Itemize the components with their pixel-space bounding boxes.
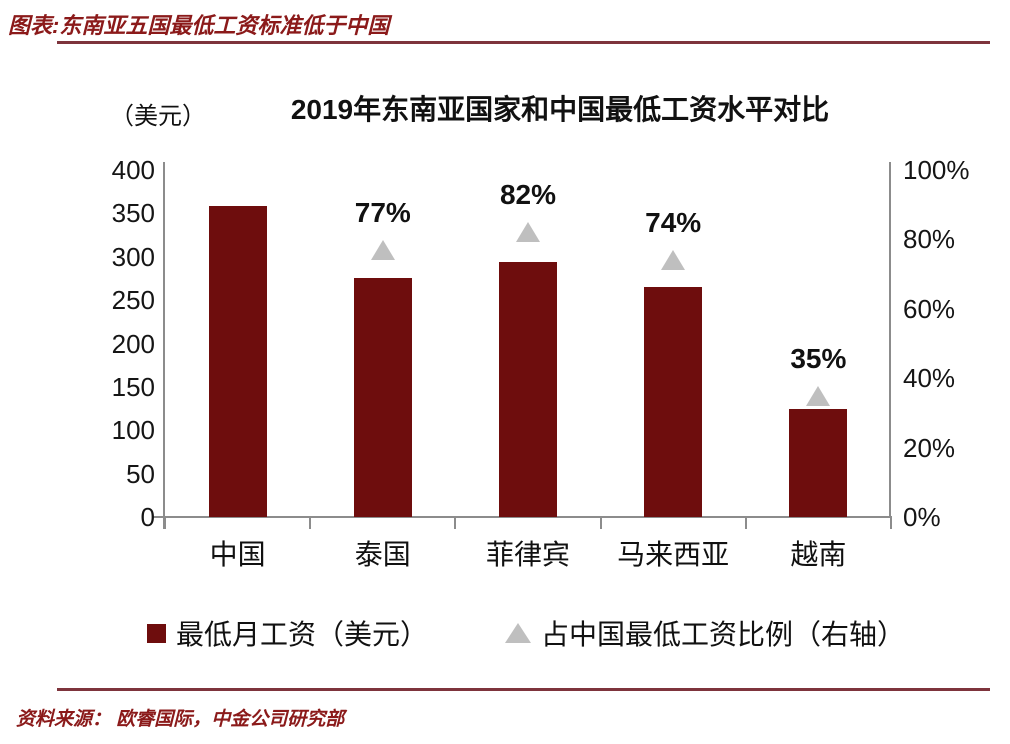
- left-axis-tick-label: 150: [111, 371, 155, 402]
- legend-label: 最低月工资（美元）: [176, 619, 429, 650]
- x-axis-tick: [599, 517, 602, 529]
- left-axis-tick-label: 250: [111, 285, 155, 316]
- right-axis-tick-label: 20%: [903, 432, 956, 463]
- right-axis-tick-label: 80%: [903, 224, 956, 255]
- square-icon: [147, 623, 166, 643]
- right-axis-tick-label: 60%: [903, 293, 956, 324]
- category-label: 菲律宾: [485, 539, 570, 570]
- category-label: 泰国: [354, 539, 411, 570]
- footer-rule-divider: [57, 688, 990, 691]
- x-axis-tick: [890, 517, 892, 529]
- legend-item-ratio: 占中国最低工资比例（右轴）: [505, 613, 905, 653]
- left-axis-tick-label: 300: [111, 241, 155, 272]
- right-axis-tick-label: 100%: [903, 155, 970, 185]
- footer-source-text: 资料来源： 欧睿国际，中金公司研究部: [16, 709, 345, 730]
- left-axis-unit-label: （美元）: [110, 103, 206, 130]
- page-header-title: 图表:东南亚五国最低工资标准低于中国: [8, 13, 390, 38]
- category-label: 马来西亚: [617, 539, 730, 570]
- min-wage-bar: [789, 408, 848, 517]
- left-axis-tick-label: 350: [111, 198, 155, 229]
- min-wage-bar: [499, 261, 557, 517]
- x-axis-tick: [164, 517, 166, 529]
- left-axis-tick-label: 100: [111, 415, 155, 446]
- ratio-percent-label: 77%: [354, 196, 411, 228]
- ratio-percent-label: 35%: [790, 342, 847, 374]
- min-wage-bar: [208, 206, 267, 517]
- legend-item-min-wage: 最低月工资（美元）: [147, 613, 428, 653]
- left-y-axis-line: [163, 162, 165, 529]
- category-label: 越南: [790, 539, 847, 570]
- x-axis-tick: [744, 517, 747, 529]
- ratio-triangle-marker: [516, 222, 540, 243]
- chart-title: 2019年东南亚国家和中国最低工资水平对比: [290, 94, 830, 125]
- chart-legend: 最低月工资（美元） 占中国最低工资比例（右轴）: [0, 605, 1010, 651]
- left-axis-tick-label: 200: [111, 328, 155, 359]
- left-axis-tick-label: 50: [126, 458, 155, 489]
- right-y-axis-line: [889, 162, 891, 518]
- left-axis-tick-label: 400: [111, 155, 155, 185]
- x-axis-tick: [454, 517, 457, 529]
- legend-label: 占中国最低工资比例（右轴）: [541, 619, 906, 650]
- min-wage-bar: [644, 287, 703, 517]
- x-axis-line: [152, 516, 892, 518]
- ratio-triangle-marker: [661, 250, 686, 271]
- min-wage-bar: [353, 277, 412, 517]
- left-axis-tick-label: 0: [140, 502, 155, 532]
- ratio-triangle-marker: [370, 239, 395, 260]
- ratio-triangle-marker: [806, 385, 831, 406]
- ratio-percent-label: 74%: [645, 207, 702, 239]
- x-axis-tick: [309, 517, 312, 529]
- triangle-icon: [505, 623, 531, 643]
- right-axis-tick-label: 0%: [903, 502, 941, 532]
- header-rule-divider: [57, 41, 990, 44]
- right-axis-tick-label: 40%: [903, 363, 956, 394]
- ratio-percent-label: 82%: [499, 179, 557, 211]
- category-label: 中国: [209, 539, 266, 570]
